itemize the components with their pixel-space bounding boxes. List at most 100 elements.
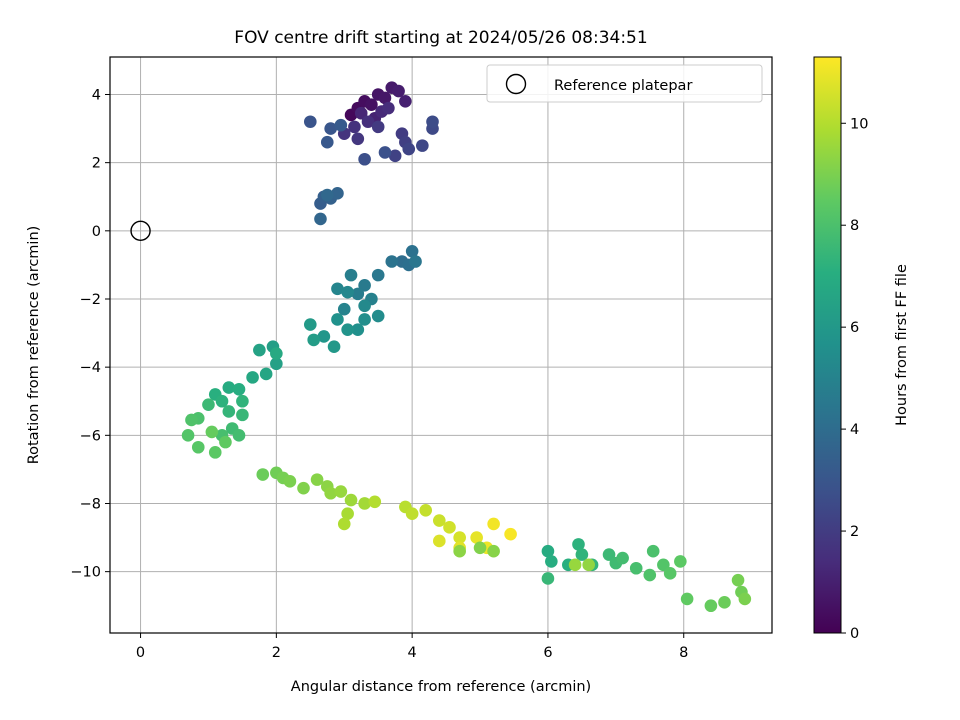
data-point (219, 435, 232, 449)
colorbar-tick-label: 4 (850, 422, 859, 438)
y-axis-ticks: 4 2 0 −2 −4 −6 −8 −10 (70, 87, 110, 581)
data-point (368, 495, 382, 509)
data-point (402, 142, 416, 156)
legend-box (486, 64, 763, 103)
data-point (331, 313, 344, 326)
data-point (334, 485, 348, 498)
data-point (629, 561, 643, 575)
colorbar-gradient (813, 56, 842, 634)
data-point (320, 188, 334, 202)
data-point (582, 558, 595, 572)
data-point (738, 592, 752, 606)
reference-point-icon (130, 220, 151, 242)
colorbar-tick-label: 8 (850, 218, 859, 234)
data-point (358, 313, 371, 326)
y-tick-label: −4 (80, 360, 101, 376)
y-axis-label: Rotation from reference (arcmin) (26, 226, 42, 465)
data-point (246, 371, 259, 384)
data-point (236, 408, 249, 422)
data-point (646, 544, 660, 558)
data-point (270, 357, 283, 371)
data-point (324, 122, 337, 135)
data-point (253, 343, 266, 357)
data-point (405, 507, 419, 521)
data-point (392, 84, 405, 98)
colorbar: 0 2 4 6 8 10 Hours from first FF file (813, 56, 910, 642)
data-point (470, 531, 483, 544)
data-point (205, 425, 219, 439)
data-point (358, 299, 371, 313)
data-point (504, 527, 517, 541)
legend: Reference platepar (486, 64, 763, 103)
data-point (657, 558, 670, 572)
data-point (663, 567, 677, 580)
data-point (222, 405, 236, 418)
reference-marker (130, 220, 151, 242)
data-point (354, 106, 368, 120)
data-point (208, 446, 222, 459)
data-point (399, 95, 412, 108)
data-point (718, 596, 731, 609)
data-point (236, 394, 249, 408)
data-point (545, 555, 558, 568)
data-point (405, 244, 419, 258)
data-point (351, 287, 365, 301)
x-tick-label: 8 (679, 645, 688, 661)
data-point (202, 398, 215, 411)
data-point (314, 212, 327, 226)
data-point (433, 534, 446, 548)
y-tick-label: 4 (92, 87, 101, 103)
data-point (222, 381, 236, 394)
data-point (324, 486, 337, 500)
data-point (361, 115, 375, 129)
data-point (541, 572, 555, 585)
y-tick-label: −2 (80, 292, 101, 308)
data-point (433, 514, 446, 527)
data-point (334, 118, 348, 132)
data-point (704, 599, 718, 613)
colorbar-tick-label: 10 (850, 116, 868, 132)
data-point (358, 497, 371, 510)
data-point (283, 475, 297, 488)
data-point (453, 544, 466, 558)
data-point (371, 309, 385, 323)
data-point (232, 429, 246, 442)
data-point (388, 149, 402, 163)
colorbar-label: Hours from first FF file (894, 264, 910, 426)
y-tick-label: −8 (80, 496, 101, 512)
data-point (331, 187, 344, 200)
data-point (385, 255, 399, 268)
data-point (575, 548, 589, 561)
y-tick-label: 2 (92, 156, 101, 172)
data-points (181, 81, 752, 613)
data-point (416, 139, 429, 152)
data-point (303, 318, 317, 331)
legend-label-reference: Reference platepar (554, 78, 692, 94)
data-point (358, 152, 371, 166)
data-point (337, 517, 351, 531)
data-point (256, 468, 270, 481)
data-point (185, 413, 198, 427)
data-point (419, 504, 433, 517)
data-point (378, 146, 392, 159)
colorbar-tick-label: 0 (850, 626, 859, 642)
data-point (378, 91, 392, 105)
data-point (337, 302, 351, 316)
data-point (358, 279, 371, 292)
data-point (453, 531, 466, 544)
data-point (344, 493, 358, 507)
x-tick-label: 6 (543, 645, 552, 661)
data-point (320, 135, 334, 149)
plot-frame (109, 56, 773, 634)
y-tick-label: −10 (70, 565, 101, 581)
data-point (371, 120, 385, 134)
data-point (602, 548, 616, 561)
data-point (731, 573, 745, 587)
data-point (181, 429, 195, 442)
data-point (341, 507, 354, 521)
x-tick-label: 2 (272, 645, 281, 661)
data-point (270, 347, 283, 360)
colorbar-ticks: 0 2 4 6 8 10 (841, 116, 868, 642)
data-point (572, 538, 585, 551)
